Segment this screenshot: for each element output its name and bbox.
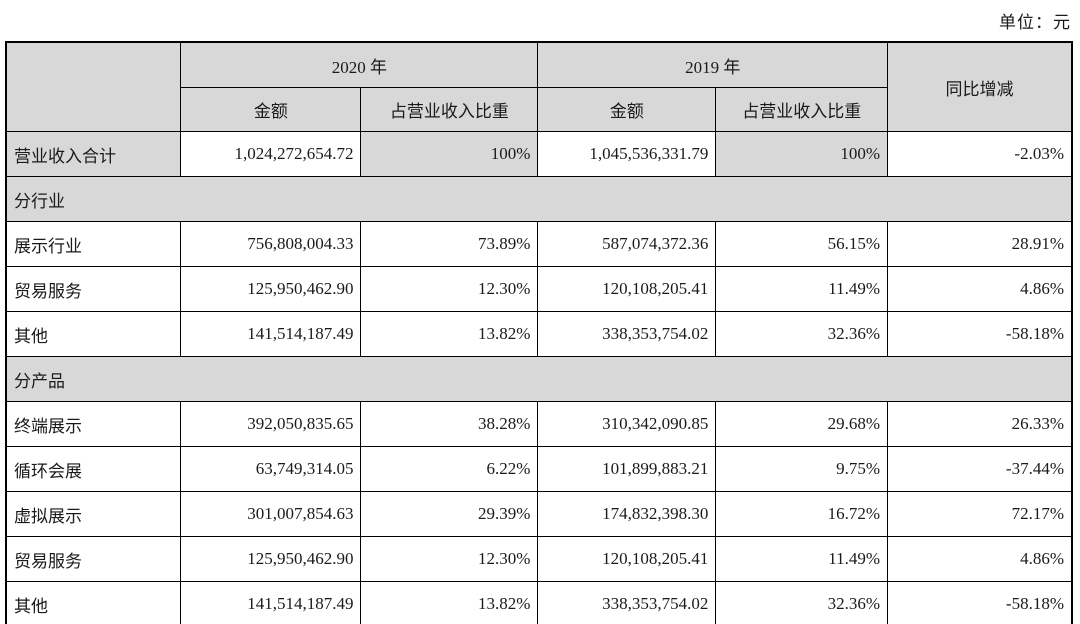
row-label: 其他 (5, 581, 182, 624)
pct-2020: 12.30% (360, 536, 539, 582)
pct-2019: 32.36% (715, 311, 889, 357)
amount-2019: 310,342,090.85 (537, 401, 717, 447)
header-year-2020: 2020 年 (180, 41, 539, 88)
pct-2020: 29.39% (360, 491, 539, 537)
header-pct-2019: 占营业收入比重 (715, 87, 889, 132)
header-amount-2019: 金额 (537, 87, 717, 132)
table-row: 展示行业 756,808,004.33 73.89% 587,074,372.36 56… (5, 221, 1073, 267)
header-row-years: 2020 年 2019 年 同比增减 (5, 41, 1073, 132)
pct-2020: 13.82% (360, 581, 539, 624)
amount-2020: 756,808,004.33 (180, 221, 362, 267)
yoy-change: -58.18% (887, 581, 1073, 624)
header-empty-cell (5, 41, 182, 132)
row-label: 贸易服务 (5, 266, 182, 312)
amount-2020: 392,050,835.65 (180, 401, 362, 447)
pct-2020: 73.89% (360, 221, 539, 267)
yoy-change: 26.33% (887, 401, 1073, 447)
pct-2019: 9.75% (715, 446, 889, 492)
yoy-change: -2.03% (887, 131, 1073, 177)
section-label: 分产品 (5, 356, 1073, 402)
amount-2020: 301,007,854.63 (180, 491, 362, 537)
table-row: 其他 141,514,187.49 13.82% 338,353,754.02 32.3… (5, 581, 1073, 624)
amount-2019: 1,045,536,331.79 (537, 131, 717, 177)
yoy-change: -37.44% (887, 446, 1073, 492)
header-year-2019: 2019 年 (537, 41, 889, 88)
row-label: 循环会展 (5, 446, 182, 492)
row-label: 虚拟展示 (5, 491, 182, 537)
pct-2020: 38.28% (360, 401, 539, 447)
unit-label: 单位：元 (999, 13, 1071, 32)
header-row-subcolumns: 金额 占营业收入比重 金额 占营业收入比重 (6, 87, 1072, 132)
table-row: 贸易服务 125,950,462.90 12.30% 120,108,205.41 11… (5, 266, 1073, 312)
table-row: 营业收入合计 1,024,272,654.72 100% 1,045,536,331.… (5, 131, 1073, 177)
row-label: 营业收入合计 (5, 131, 182, 177)
amount-2019: 174,832,398.30 (537, 491, 717, 537)
row-label: 展示行业 (5, 221, 182, 267)
amount-2019: 338,353,754.02 (537, 581, 717, 624)
section-label: 分行业 (5, 176, 1073, 222)
yoy-change: 28.91% (887, 221, 1073, 267)
amount-2020: 141,514,187.49 (180, 581, 362, 624)
amount-2019: 101,899,883.21 (537, 446, 717, 492)
amount-2019: 587,074,372.36 (537, 221, 717, 267)
row-label: 终端展示 (5, 401, 182, 447)
table-row: 虚拟展示 301,007,854.63 29.39% 174,832,398.30 16… (5, 491, 1073, 537)
amount-2020: 125,950,462.90 (180, 266, 362, 312)
table-row: 贸易服务 125,950,462.90 12.30% 120,108,205.41 11… (5, 536, 1073, 582)
amount-2020: 63,749,314.05 (180, 446, 362, 492)
row-label: 其他 (5, 311, 182, 357)
yoy-change: 4.86% (887, 266, 1073, 312)
revenue-breakdown-table: 2020 年 2019 年 同比增减 金额 占营业收入比重 金额 占营业收入比重… (5, 41, 1073, 624)
pct-2020: 12.30% (360, 266, 539, 312)
pct-2019: 100% (715, 131, 889, 177)
table-row: 终端展示 392,050,835.65 38.28% 310,342,090.85 29… (5, 401, 1073, 447)
section-row: 分行业 (5, 176, 1073, 222)
pct-2020: 100% (360, 131, 539, 177)
section-row: 分产品 (5, 356, 1073, 402)
amount-2020: 1,024,272,654.72 (180, 131, 362, 177)
pct-2020: 13.82% (360, 311, 539, 357)
pct-2019: 32.36% (715, 581, 889, 624)
amount-2020: 125,950,462.90 (180, 536, 362, 582)
table-body: 营业收入合计 1,024,272,654.72 100% 1,045,536,331.… (5, 131, 1073, 624)
pct-2019: 16.72% (715, 491, 889, 537)
amount-2019: 120,108,205.41 (537, 536, 717, 582)
pct-2019: 11.49% (715, 266, 889, 312)
header-amount-2020: 金额 (180, 87, 362, 132)
table-header: 2020 年 2019 年 同比增减 金额 占营业收入比重 金额 占营业收入比重 (5, 41, 1073, 132)
amount-2020: 141,514,187.49 (180, 311, 362, 357)
amount-2019: 338,353,754.02 (537, 311, 717, 357)
pct-2019: 11.49% (715, 536, 889, 582)
yoy-change: 4.86% (887, 536, 1073, 582)
table-row: 其他 141,514,187.49 13.82% 338,353,754.02 32.3… (5, 311, 1073, 357)
pct-2019: 56.15% (715, 221, 889, 267)
header-yoy-change: 同比增减 (887, 41, 1073, 132)
pct-2019: 29.68% (715, 401, 889, 447)
pct-2020: 6.22% (360, 446, 539, 492)
row-label: 贸易服务 (5, 536, 182, 582)
table-row: 循环会展 63,749,314.05 6.22% 101,899,883.21 9.75… (5, 446, 1073, 492)
amount-2019: 120,108,205.41 (537, 266, 717, 312)
yoy-change: -58.18% (887, 311, 1073, 357)
yoy-change: 72.17% (887, 491, 1073, 537)
header-pct-2020: 占营业收入比重 (360, 87, 539, 132)
